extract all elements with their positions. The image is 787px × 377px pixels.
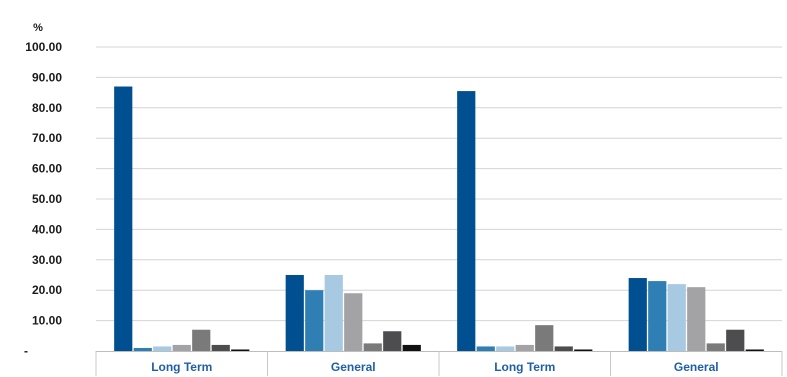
- bar: [211, 344, 230, 351]
- bar: [745, 349, 764, 351]
- bar: [363, 343, 382, 351]
- y-tick-label: 20.00: [32, 283, 62, 297]
- bar: [476, 346, 495, 351]
- y-tick-label: 80.00: [32, 101, 62, 115]
- x-category-label: General: [331, 360, 376, 374]
- bar: [574, 349, 593, 351]
- bar-group: [114, 86, 250, 352]
- bar: [535, 325, 554, 351]
- bar: [344, 293, 363, 351]
- y-tick-label: 30.00: [32, 253, 62, 267]
- bar-group: [285, 275, 421, 351]
- bar: [133, 347, 152, 351]
- bar: [726, 329, 745, 351]
- bar: [706, 343, 725, 351]
- x-category-label: General: [674, 360, 719, 374]
- x-category-label: Long Term: [494, 360, 555, 374]
- y-axis-tick-labels: - 10.00 20.00 30.00 40.00 50.00 60.00 70.00 80.0…: [24, 40, 62, 358]
- y-tick-label: 90.00: [32, 70, 62, 84]
- gridlines: [96, 46, 782, 322]
- bar: [172, 344, 191, 351]
- bar-group: [457, 91, 593, 351]
- bar: [496, 346, 515, 351]
- y-tick-label: 40.00: [32, 222, 62, 236]
- x-category-label: Long Term: [151, 360, 212, 374]
- y-tick-label: -: [24, 344, 28, 358]
- bar: [648, 281, 667, 351]
- y-tick-label: 100.00: [25, 40, 62, 54]
- y-tick-label: 70.00: [32, 131, 62, 145]
- bar: [383, 331, 402, 351]
- bar: [687, 287, 706, 351]
- bar: [628, 278, 647, 351]
- bars: [114, 86, 764, 352]
- bar: [515, 344, 534, 351]
- y-tick-label: 10.00: [32, 314, 62, 328]
- bar-group: [628, 278, 764, 351]
- bar: [324, 275, 343, 351]
- bar: [554, 346, 573, 351]
- bar: [153, 346, 172, 351]
- bar: [285, 275, 304, 351]
- bar: [402, 344, 421, 351]
- y-tick-label: 60.00: [32, 162, 62, 176]
- bar: [305, 290, 324, 351]
- y-tick-label: 50.00: [32, 192, 62, 206]
- bar: [192, 329, 211, 351]
- bar: [114, 86, 133, 352]
- bar: [231, 349, 250, 351]
- y-axis-unit-label: %: [33, 22, 43, 34]
- bar: [457, 91, 476, 351]
- x-axis: Long Term General Long Term General: [95, 351, 783, 376]
- bar: [667, 284, 686, 351]
